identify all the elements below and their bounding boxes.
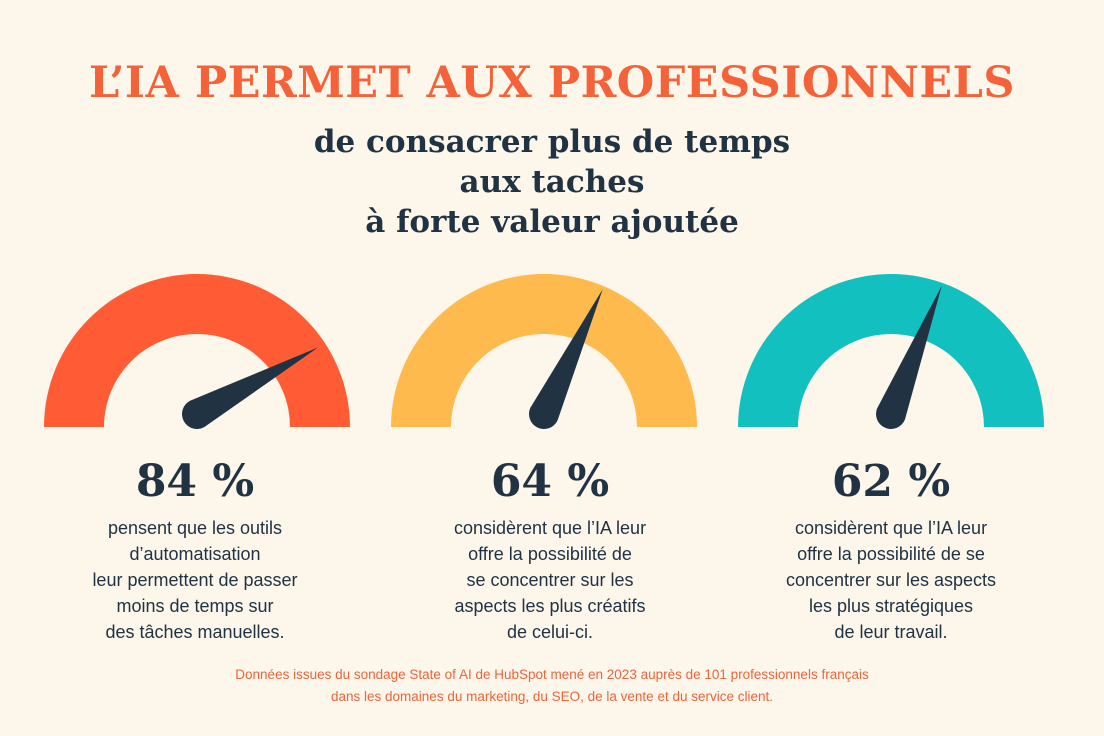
desc-line: de leur travail. — [834, 622, 948, 642]
source-note: Données issues du sondage State of AI de… — [0, 664, 1104, 708]
stat-percentage: 84 % — [135, 456, 255, 507]
gauge-arc — [391, 274, 697, 427]
gauge-strategic — [736, 272, 1046, 432]
desc-line: leur permettent de passer — [92, 570, 298, 590]
stat-percentage: 62 % — [831, 456, 951, 507]
desc-line: se concentrer sur les — [466, 570, 634, 590]
stat-creative: 64 % considèrent que l’IA leur offre la … — [385, 455, 715, 645]
gauge-arc — [44, 274, 350, 427]
stat-strategic: 62 % considèrent que l’IA leur offre la … — [726, 455, 1056, 645]
desc-line: pensent que les outils — [107, 518, 283, 538]
gauge-needle — [182, 347, 318, 429]
stat-percentage: 64 % — [490, 456, 610, 507]
desc-line: considèrent que l’IA leur — [794, 518, 988, 538]
stat-description: considèrent que l’IA leur offre la possi… — [726, 515, 1056, 645]
stat-description: pensent que les outils d’automatisation … — [30, 515, 360, 645]
desc-line: les plus stratégiques — [808, 596, 974, 616]
subtitle-line-1: de consacrer plus de temps — [313, 124, 791, 160]
page-title: L’IA PERMET AUX PROFESSIONNELS — [89, 58, 1015, 108]
desc-line: moins de temps sur — [116, 596, 274, 616]
gauge-automation — [42, 272, 352, 432]
desc-line: de celui-ci. — [506, 622, 594, 642]
gauge-needle — [529, 289, 603, 429]
gauge-needle — [876, 285, 942, 429]
gauge-arc — [738, 274, 1044, 427]
gauge-strategic-graphic — [738, 274, 1044, 429]
desc-line: offre la possibilité de se — [797, 544, 985, 564]
source-line-1: Données issues du sondage State of AI de… — [235, 667, 869, 682]
gauge-creative-graphic — [391, 274, 697, 429]
desc-line: des tâches manuelles. — [105, 622, 285, 642]
gauge-creative — [389, 272, 699, 432]
page-subtitle: de consacrer plus de temps aux taches à … — [0, 122, 1104, 242]
subtitle-line-3: à forte valeur ajoutée — [365, 204, 739, 240]
desc-line: offre la possibilité de — [468, 544, 632, 564]
desc-line: d’automatisation — [129, 544, 261, 564]
gauge-automation-graphic — [44, 274, 350, 429]
desc-line: considèrent que l’IA leur — [453, 518, 647, 538]
subtitle-line-2: aux taches — [459, 164, 645, 200]
desc-line: concentrer sur les aspects — [785, 570, 997, 590]
stat-automation: 84 % pensent que les outils d’automatisa… — [30, 455, 360, 645]
stat-description: considèrent que l’IA leur offre la possi… — [385, 515, 715, 645]
source-line-2: dans les domaines du marketing, du SEO, … — [331, 689, 773, 704]
desc-line: aspects les plus créatifs — [454, 596, 646, 616]
